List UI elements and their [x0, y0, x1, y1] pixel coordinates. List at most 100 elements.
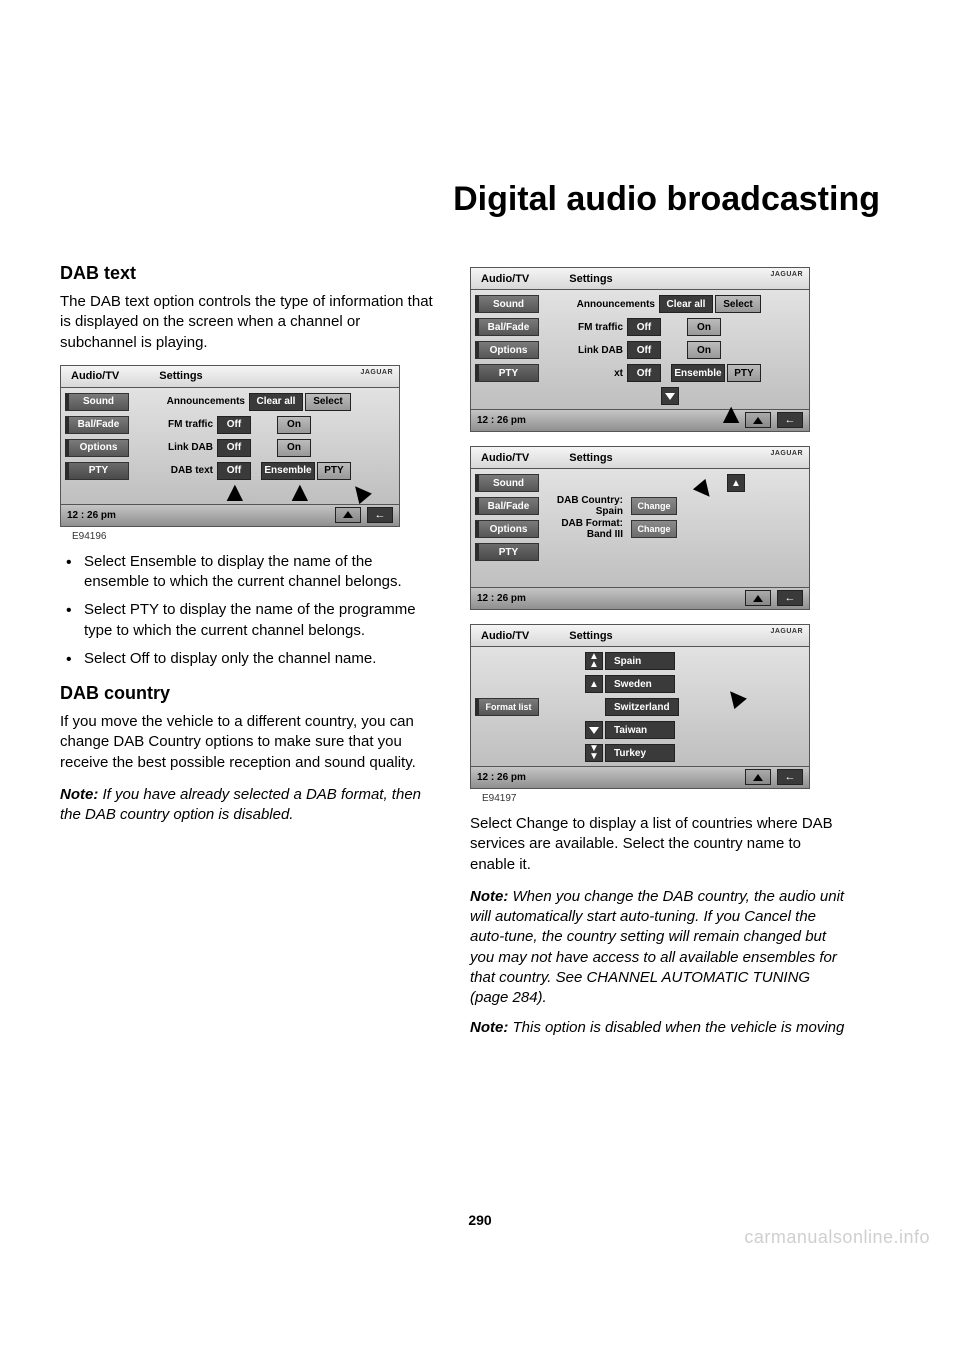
nav-back-2c[interactable]	[777, 769, 803, 785]
brand-logo: JAGUAR	[360, 369, 393, 376]
header-settings-2b: Settings	[559, 452, 622, 464]
balfade-button[interactable]: Bal/Fade	[65, 416, 129, 434]
xt-off-button[interactable]: Off	[627, 364, 661, 382]
format-list-button[interactable]: Format list	[475, 698, 539, 716]
page: Digital audio broadcasting DAB text The …	[0, 0, 960, 1358]
note-1: Note: If you have already selected a DAB…	[60, 785, 440, 826]
scroll-down-button[interactable]	[585, 721, 603, 739]
announcements-label: Announcements	[139, 396, 249, 407]
nav-up-button[interactable]	[335, 507, 361, 523]
screen1-body: Sound Announcements Clear all Select Bal…	[60, 387, 400, 505]
balfade-button-2b[interactable]: Bal/Fade	[475, 497, 539, 515]
fm-on-2a[interactable]: On	[687, 318, 721, 336]
note-2-label: Note:	[470, 888, 508, 905]
header-audio-tv-2c: Audio/TV	[471, 630, 539, 642]
options-button-2b[interactable]: Options	[475, 520, 539, 538]
scroll-top-button[interactable]: ▲▲	[585, 652, 603, 670]
country-taiwan[interactable]: Taiwan	[605, 721, 675, 739]
brand-logo-2a: JAGUAR	[770, 271, 803, 278]
scroll-up-button-2b[interactable]: ▲	[727, 474, 745, 492]
annot-arrow-ensemble: ▲	[286, 476, 314, 508]
fm-traffic-label-2a: FM traffic	[549, 322, 627, 333]
pty-button-2b[interactable]: PTY	[475, 543, 539, 561]
announcements-label-2a: Announcements	[549, 299, 659, 310]
note-1-text: If you have already selected a DAB forma…	[60, 786, 421, 823]
header-audio-tv-2a: Audio/TV	[471, 273, 539, 285]
brand-logo-2b: JAGUAR	[770, 450, 803, 457]
screen2b-time: 12 : 26 pm	[471, 593, 526, 604]
xt-label: xt	[549, 368, 627, 379]
nav-back-button[interactable]	[367, 507, 393, 523]
scroll-bottom-button[interactable]: ▼▼	[585, 744, 603, 762]
para-dab-country: If you move the vehicle to a different c…	[60, 712, 440, 773]
header-settings-2c: Settings	[559, 630, 622, 642]
scroll-up-button[interactable]: ▲	[585, 675, 603, 693]
options-button-2a[interactable]: Options	[475, 341, 539, 359]
annot-arrow-off: ▲	[221, 476, 249, 508]
note-3-label: Note:	[470, 1019, 508, 1036]
para-change: Select Change to display a list of count…	[470, 814, 850, 875]
fm-traffic-label: FM traffic	[139, 419, 217, 430]
nav-back-2a[interactable]	[777, 412, 803, 428]
change-country-button[interactable]: Change	[631, 497, 677, 515]
sound-button[interactable]: Sound	[65, 393, 129, 411]
select-button-2a[interactable]: Select	[715, 295, 761, 313]
page-title: Digital audio broadcasting	[60, 180, 900, 219]
screen2c-time: 12 : 26 pm	[471, 772, 526, 783]
figure-2b: Audio/TV Settings JAGUAR Sound ▲ Bal/Fad…	[470, 446, 850, 610]
sound-button-2a[interactable]: Sound	[475, 295, 539, 313]
scroll-down-button-2a[interactable]	[661, 387, 679, 405]
screen1-header: Audio/TV Settings JAGUAR	[60, 365, 400, 387]
linkdab-off-2a[interactable]: Off	[627, 341, 661, 359]
options-button[interactable]: Options	[65, 439, 129, 457]
note-3-text: This option is disabled when the vehicle…	[508, 1019, 844, 1036]
select-button[interactable]: Select	[305, 393, 351, 411]
fm-off-2a[interactable]: Off	[627, 318, 661, 336]
bullet-pty: Select PTY to display the name of the pr…	[60, 600, 440, 641]
change-format-button[interactable]: Change	[631, 520, 677, 538]
columns: DAB text The DAB text option controls th…	[60, 259, 900, 1049]
fm-off-button[interactable]: Off	[217, 416, 251, 434]
xt-pty-button[interactable]: PTY	[727, 364, 761, 382]
screen2b-header: Audio/TV Settings JAGUAR	[470, 446, 810, 468]
left-column: DAB text The DAB text option controls th…	[60, 259, 440, 1049]
screen2a-footer: 12 : 26 pm	[470, 410, 810, 432]
page-number: 290	[0, 1212, 960, 1228]
balfade-button-2a[interactable]: Bal/Fade	[475, 318, 539, 336]
nav-up-2b[interactable]	[745, 590, 771, 606]
fm-on-button[interactable]: On	[277, 416, 311, 434]
figure-2-caption: E94197	[482, 793, 850, 804]
clear-all-button-2a[interactable]: Clear all	[659, 295, 713, 313]
nav-up-2a[interactable]	[745, 412, 771, 428]
nav-back-2b[interactable]	[777, 590, 803, 606]
link-dab-label: Link DAB	[139, 442, 217, 453]
pty-button-2a[interactable]: PTY	[475, 364, 539, 382]
clear-all-button[interactable]: Clear all	[249, 393, 303, 411]
figure-1: Audio/TV Settings JAGUAR Sound Announcem…	[60, 365, 440, 527]
country-switzerland[interactable]: Switzerland	[605, 698, 679, 716]
right-column: Audio/TV Settings JAGUAR Sound Announcem…	[470, 259, 850, 1049]
dab-text-bullets: Select Ensemble to display the name of t…	[60, 552, 440, 669]
linkdab-on-2a[interactable]: On	[687, 341, 721, 359]
pty-button[interactable]: PTY	[65, 462, 129, 480]
heading-dab-country: DAB country	[60, 683, 440, 704]
header-settings-2a: Settings	[559, 273, 622, 285]
heading-dab-text: DAB text	[60, 263, 440, 284]
country-turkey[interactable]: Turkey	[605, 744, 675, 762]
country-sweden[interactable]: Sweden	[605, 675, 675, 693]
figure-2a: Audio/TV Settings JAGUAR Sound Announcem…	[470, 267, 850, 432]
country-spain[interactable]: Spain	[605, 652, 675, 670]
note-1-label: Note:	[60, 786, 98, 803]
sound-button-2b[interactable]: Sound	[475, 474, 539, 492]
nav-up-2c[interactable]	[745, 769, 771, 785]
linkdab-on-button[interactable]: On	[277, 439, 311, 457]
linkdab-off-button[interactable]: Off	[217, 439, 251, 457]
screen2c-body: ▲▲ Spain ▲ Sweden Format list Swi	[470, 646, 810, 767]
dabtext-pty-button[interactable]: PTY	[317, 462, 351, 480]
figure-1-caption: E94196	[72, 531, 440, 542]
header-audio-tv-2b: Audio/TV	[471, 452, 539, 464]
link-dab-label-2a: Link DAB	[549, 345, 627, 356]
xt-ensemble-button[interactable]: Ensemble	[671, 364, 725, 382]
screen2c-footer: 12 : 26 pm	[470, 767, 810, 789]
header-audio-tv: Audio/TV	[61, 370, 129, 382]
